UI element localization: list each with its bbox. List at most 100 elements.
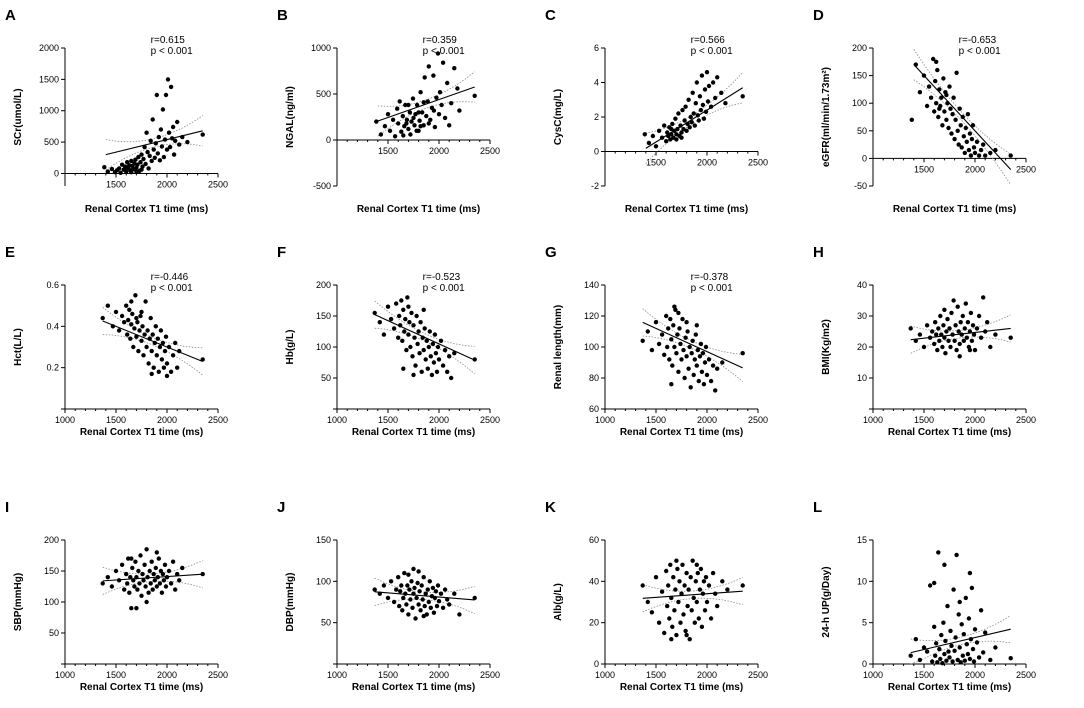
data-point bbox=[689, 120, 694, 125]
data-point bbox=[152, 155, 157, 160]
x-tick-label: 2000 bbox=[429, 146, 449, 156]
data-point bbox=[139, 338, 144, 343]
data-point bbox=[687, 637, 692, 642]
data-point bbox=[967, 329, 973, 334]
data-point bbox=[666, 326, 671, 331]
data-point bbox=[970, 646, 976, 652]
data-point bbox=[124, 165, 129, 170]
data-point bbox=[125, 160, 130, 165]
data-point bbox=[962, 150, 967, 156]
y-tick-label: 20 bbox=[857, 342, 867, 352]
x-tick-label: 1000 bbox=[595, 670, 615, 680]
data-point bbox=[403, 591, 408, 596]
data-point bbox=[134, 169, 139, 174]
data-point bbox=[173, 587, 178, 592]
data-point bbox=[417, 118, 422, 123]
data-point bbox=[976, 313, 982, 319]
data-point bbox=[942, 109, 947, 114]
panel-letter: A bbox=[5, 7, 16, 24]
x-tick-label: 1500 bbox=[106, 415, 126, 425]
data-point bbox=[170, 353, 176, 358]
data-point bbox=[425, 587, 430, 592]
data-point bbox=[145, 149, 150, 155]
data-point bbox=[141, 156, 146, 162]
data-point bbox=[425, 99, 430, 104]
data-point bbox=[686, 587, 691, 592]
data-point bbox=[983, 329, 988, 334]
data-point bbox=[160, 571, 166, 577]
data-point bbox=[974, 139, 980, 144]
data-point bbox=[431, 360, 437, 365]
confidence-band-lower bbox=[102, 580, 203, 595]
data-point bbox=[135, 162, 140, 167]
data-point bbox=[428, 354, 433, 359]
data-point bbox=[397, 99, 402, 104]
data-point bbox=[442, 115, 448, 121]
data-point bbox=[424, 113, 429, 119]
data-point bbox=[659, 589, 665, 594]
data-point bbox=[967, 347, 973, 353]
data-point bbox=[697, 587, 703, 592]
data-point bbox=[445, 597, 450, 602]
panel-B: B -500 0 500 1000 1500 2000 2500 Renal Cortex T1… bbox=[277, 7, 500, 215]
data-point bbox=[708, 616, 714, 621]
data-point bbox=[435, 51, 441, 56]
data-point bbox=[968, 637, 974, 642]
data-point bbox=[161, 154, 167, 160]
data-point bbox=[702, 608, 708, 613]
y-tick-label: 0 bbox=[862, 153, 867, 163]
data-point bbox=[149, 559, 154, 564]
data-point bbox=[671, 323, 676, 328]
data-point bbox=[945, 316, 950, 322]
y-tick-label: 150 bbox=[316, 535, 331, 545]
data-point bbox=[653, 575, 659, 580]
data-point bbox=[976, 655, 982, 660]
data-point bbox=[100, 581, 105, 586]
data-point bbox=[422, 603, 427, 609]
data-point bbox=[421, 100, 426, 105]
data-point bbox=[956, 612, 961, 617]
x-axis-label: Renal Cortex T1 time (ms) bbox=[352, 682, 475, 693]
data-point bbox=[144, 599, 149, 605]
data-point bbox=[170, 124, 176, 130]
data-point bbox=[134, 606, 139, 611]
data-point bbox=[399, 129, 404, 134]
data-point bbox=[723, 101, 728, 106]
x-tick-label: 2500 bbox=[208, 179, 228, 189]
data-point bbox=[964, 335, 969, 340]
y-tick-label: 0 bbox=[862, 659, 867, 669]
data-point bbox=[662, 352, 667, 357]
data-point bbox=[683, 335, 688, 340]
data-point bbox=[141, 578, 146, 583]
data-point bbox=[713, 388, 718, 393]
panel-D: D -50 0 50 100 150 200 1500 2000 2500 Renal Cortex… bbox=[813, 7, 1036, 215]
data-point bbox=[917, 90, 923, 95]
y-tick-label: 150 bbox=[44, 566, 59, 576]
x-tick-label: 1000 bbox=[327, 670, 347, 680]
data-point bbox=[431, 108, 437, 113]
data-point bbox=[406, 572, 411, 577]
data-point bbox=[703, 575, 709, 580]
data-point bbox=[955, 128, 960, 133]
data-point bbox=[706, 357, 712, 362]
x-axis-label: Renal Cortex T1 time (ms) bbox=[352, 427, 475, 438]
data-point bbox=[667, 357, 672, 362]
data-point bbox=[960, 114, 965, 120]
data-point bbox=[740, 583, 745, 588]
x-tick-label: 1500 bbox=[646, 415, 666, 425]
data-point bbox=[141, 353, 146, 358]
panel-letter: I bbox=[5, 499, 9, 516]
data-point bbox=[967, 131, 973, 136]
data-point bbox=[406, 126, 411, 132]
data-point bbox=[426, 344, 431, 350]
data-point bbox=[740, 351, 745, 356]
data-point bbox=[130, 311, 135, 317]
data-point bbox=[678, 620, 683, 625]
panel-L: L 0 5 10 15 1000 1500 2000 2500 Renal Cortex T1 t… bbox=[813, 499, 1036, 693]
data-point bbox=[710, 570, 716, 576]
data-point bbox=[129, 606, 134, 611]
data-point bbox=[113, 309, 119, 315]
y-axis-label: SCr(umol/L) bbox=[13, 88, 24, 145]
confidence-band-lower bbox=[102, 334, 203, 376]
data-point bbox=[698, 341, 704, 347]
